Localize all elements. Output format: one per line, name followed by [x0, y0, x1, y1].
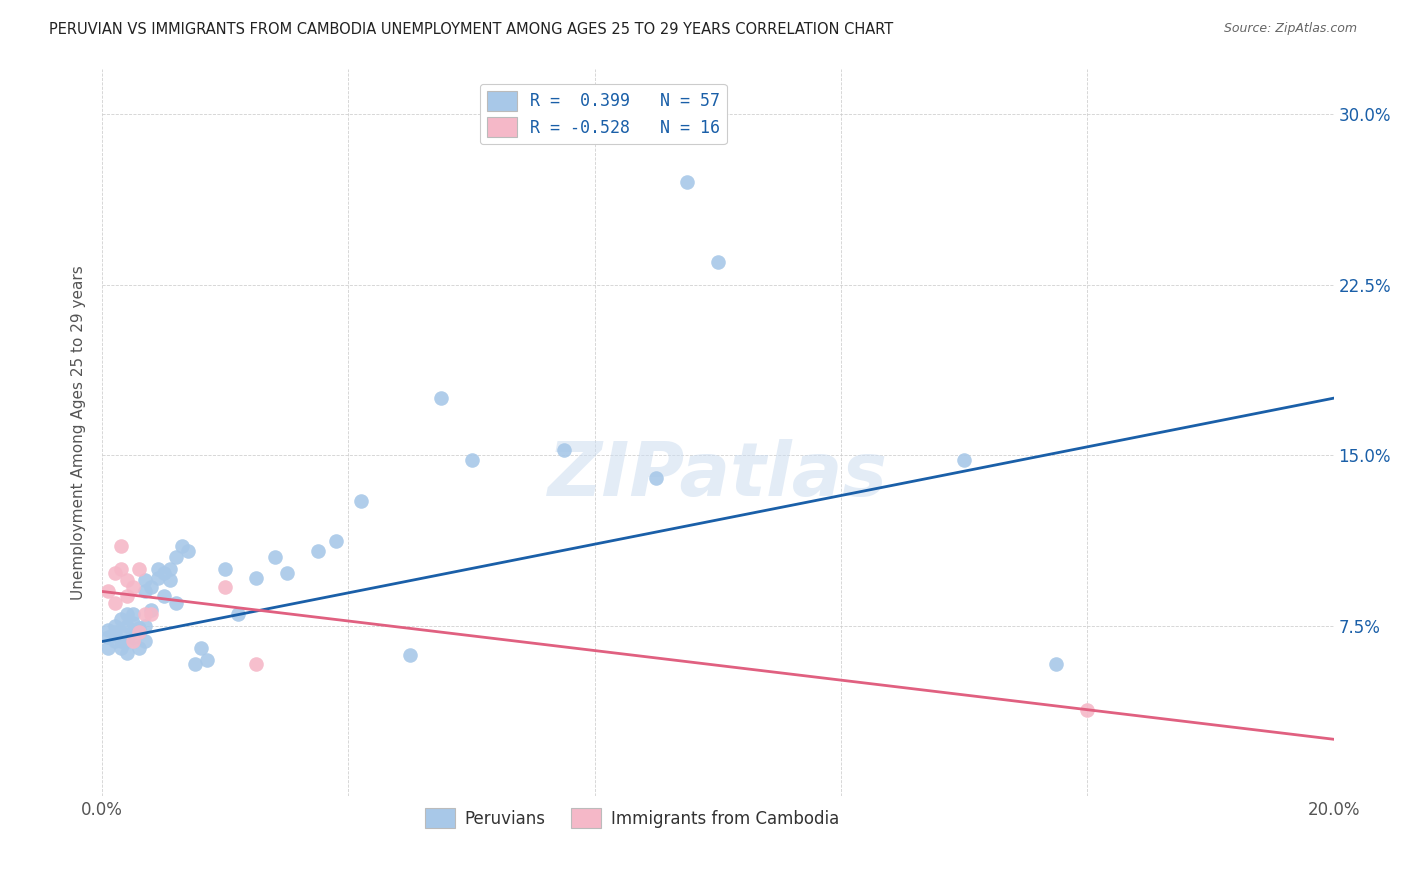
Point [263, 550, 285, 565]
Point [128, 641, 150, 656]
Point [134, 584, 156, 599]
Point [190, 641, 212, 656]
Point [245, 571, 267, 585]
Point [103, 618, 125, 632]
Point [128, 625, 150, 640]
Point [141, 607, 163, 622]
Point [245, 657, 267, 672]
Point [122, 580, 145, 594]
Text: PERUVIAN VS IMMIGRANTS FROM CAMBODIA UNEMPLOYMENT AMONG AGES 25 TO 29 YEARS CORR: PERUVIAN VS IMMIGRANTS FROM CAMBODIA UNE… [49, 22, 893, 37]
Point [953, 452, 976, 467]
Point [159, 573, 181, 587]
Point [110, 634, 132, 648]
Point [122, 630, 145, 644]
Point [103, 566, 125, 581]
Point [110, 625, 132, 640]
Point [97, 623, 120, 637]
Point [214, 562, 236, 576]
Point [152, 566, 174, 581]
Legend: Peruvians, Immigrants from Cambodia: Peruvians, Immigrants from Cambodia [418, 801, 845, 835]
Point [122, 607, 145, 622]
Point [134, 634, 156, 648]
Point [103, 596, 125, 610]
Point [177, 543, 200, 558]
Point [115, 607, 138, 622]
Point [115, 573, 138, 587]
Point [430, 391, 453, 405]
Point [122, 616, 145, 631]
Point [159, 562, 181, 576]
Point [146, 562, 169, 576]
Point [1076, 703, 1098, 717]
Point [399, 648, 422, 662]
Point [128, 562, 150, 576]
Point [97, 641, 120, 656]
Point [115, 618, 138, 632]
Point [128, 625, 150, 640]
Point [1045, 657, 1067, 672]
Point [134, 573, 156, 587]
Point [172, 539, 194, 553]
Point [134, 607, 156, 622]
Point [103, 625, 125, 640]
Point [183, 657, 205, 672]
Point [553, 443, 575, 458]
Point [325, 534, 347, 549]
Point [110, 539, 132, 553]
Point [115, 646, 138, 660]
Point [128, 621, 150, 635]
Point [195, 653, 218, 667]
Point [134, 618, 156, 632]
Point [165, 596, 187, 610]
Point [645, 471, 668, 485]
Point [110, 562, 132, 576]
Point [110, 641, 132, 656]
Point [97, 584, 120, 599]
Point [226, 607, 249, 622]
Point [103, 634, 125, 648]
Text: Source: ZipAtlas.com: Source: ZipAtlas.com [1223, 22, 1357, 36]
Point [165, 550, 187, 565]
Point [110, 612, 132, 626]
Point [307, 543, 329, 558]
Point [350, 493, 373, 508]
Point [146, 571, 169, 585]
Point [152, 589, 174, 603]
Point [141, 602, 163, 616]
Point [141, 580, 163, 594]
Point [97, 630, 120, 644]
Point [460, 452, 482, 467]
Point [276, 566, 298, 581]
Point [122, 634, 145, 648]
Point [115, 589, 138, 603]
Text: ZIPatlas: ZIPatlas [548, 440, 887, 513]
Y-axis label: Unemployment Among Ages 25 to 29 years: Unemployment Among Ages 25 to 29 years [72, 265, 86, 599]
Point [122, 625, 145, 640]
Point [707, 254, 730, 268]
Point [115, 634, 138, 648]
Point [676, 175, 699, 189]
Point [214, 580, 236, 594]
